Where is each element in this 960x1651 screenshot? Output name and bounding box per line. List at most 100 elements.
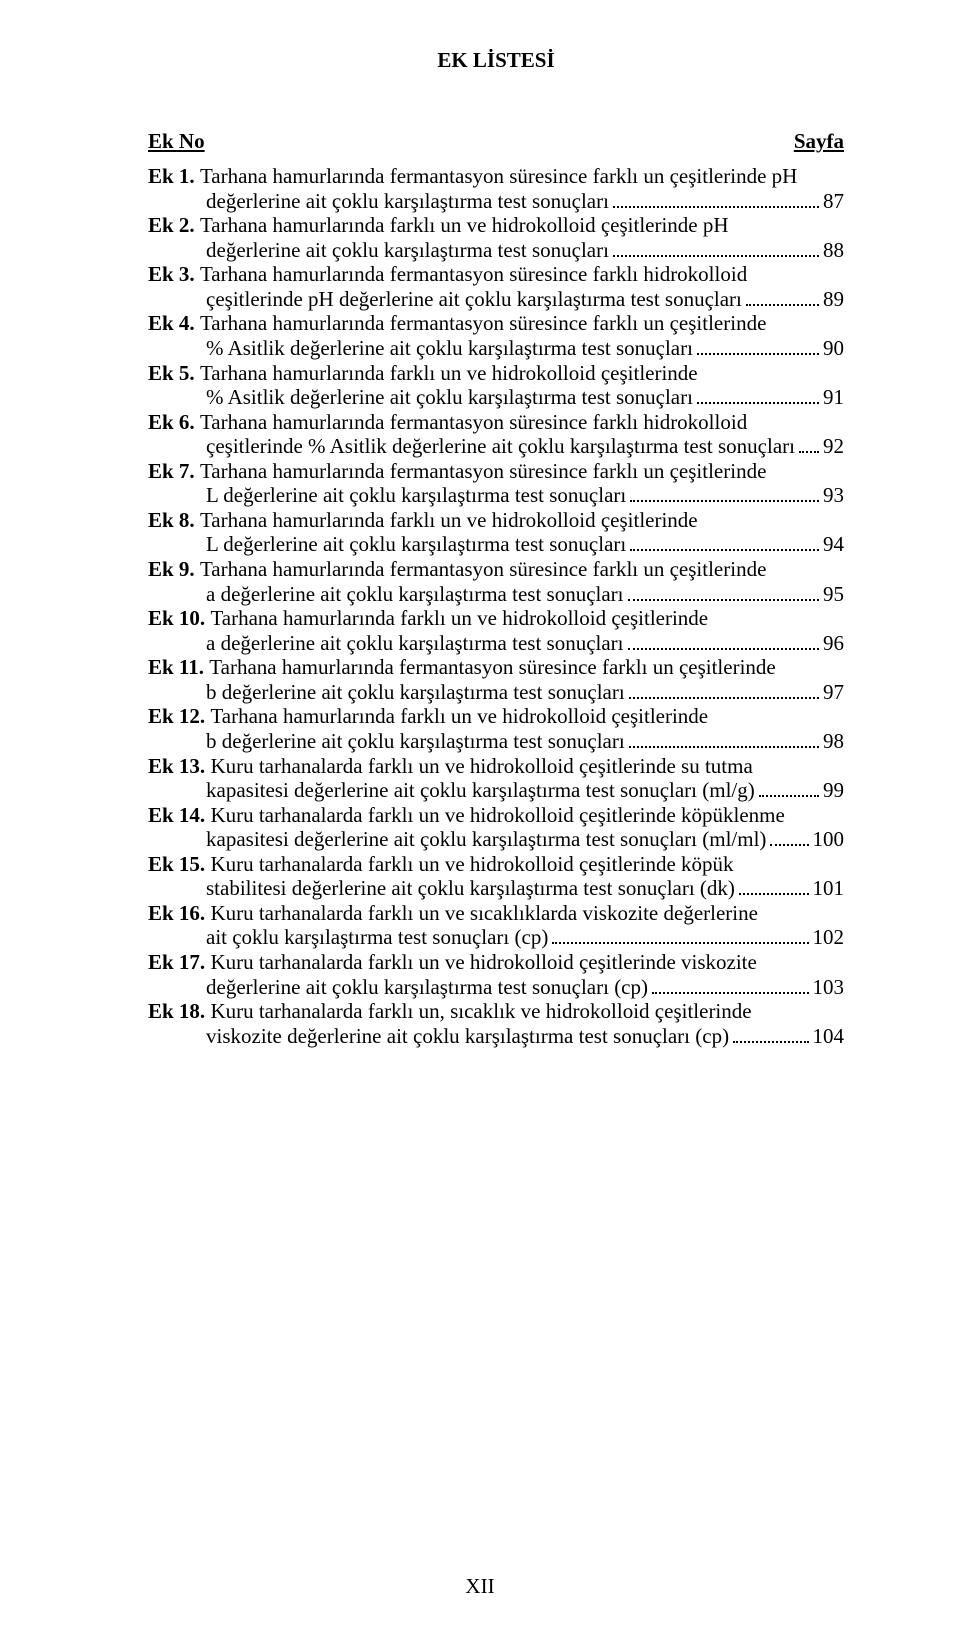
- toc-line: Ek 6. Tarhana hamurlarında fermantasyon …: [148, 410, 844, 435]
- toc-line-text: Ek 5. Tarhana hamurlarında farklı un ve …: [148, 361, 698, 386]
- toc-page-number: 102: [813, 925, 845, 950]
- toc-entry-label: Ek 15.: [148, 852, 210, 876]
- toc-leader-dots: [759, 795, 819, 797]
- toc-leader-dots: [552, 942, 808, 944]
- toc-line: a değerlerine ait çoklu karşılaştırma te…: [148, 582, 844, 607]
- toc-entry: Ek 13. Kuru tarhanalarda farklı un ve hi…: [148, 754, 844, 803]
- toc-line-text: Ek 1. Tarhana hamurlarında fermantasyon …: [148, 164, 797, 189]
- toc-entry-label: Ek 13.: [148, 754, 210, 778]
- toc-line-text: Ek 17. Kuru tarhanalarda farklı un ve hi…: [148, 950, 757, 975]
- toc-entry-label: Ek 17.: [148, 950, 210, 974]
- toc-line: çeşitlerinde pH değerlerine ait çoklu ka…: [148, 287, 844, 312]
- toc-page-number: 97: [823, 680, 844, 705]
- toc-line: Ek 16. Kuru tarhanalarda farklı un ve sı…: [148, 901, 844, 926]
- toc-page-number: 103: [813, 975, 845, 1000]
- page-title: EK LİSTESİ: [148, 48, 844, 73]
- toc-entry-label: Ek 4.: [148, 311, 200, 335]
- toc-page-number: 95: [823, 582, 844, 607]
- toc-line: Ek 3. Tarhana hamurlarında fermantasyon …: [148, 262, 844, 287]
- toc-line: Ek 18. Kuru tarhanalarda farklı un, sıca…: [148, 999, 844, 1024]
- toc-entry-label: Ek 11.: [148, 655, 209, 679]
- toc-line: Ek 8. Tarhana hamurlarında farklı un ve …: [148, 508, 844, 533]
- toc-line: % Asitlik değerlerine ait çoklu karşılaş…: [148, 336, 844, 361]
- toc-line: Ek 4. Tarhana hamurlarında fermantasyon …: [148, 311, 844, 336]
- toc-line: a değerlerine ait çoklu karşılaştırma te…: [148, 631, 844, 656]
- toc-line-text: Ek 11. Tarhana hamurlarında fermantasyon…: [148, 655, 776, 680]
- toc-entry: Ek 11. Tarhana hamurlarında fermantasyon…: [148, 655, 844, 704]
- toc-entry-label: Ek 2.: [148, 213, 200, 237]
- toc-line-text: % Asitlik değerlerine ait çoklu karşılaş…: [148, 385, 693, 410]
- toc-line: Ek 15. Kuru tarhanalarda farklı un ve hi…: [148, 852, 844, 877]
- toc-entry-label: Ek 7.: [148, 459, 200, 483]
- toc-line-text: Ek 16. Kuru tarhanalarda farklı un ve sı…: [148, 901, 758, 926]
- toc-leader-dots: [799, 451, 819, 453]
- toc-page-number: 94: [823, 532, 844, 557]
- toc-leader-dots: [629, 746, 819, 748]
- toc-page-number: 104: [813, 1024, 845, 1049]
- toc-entry-label: Ek 12.: [148, 704, 210, 728]
- toc-entry: Ek 2. Tarhana hamurlarında farklı un ve …: [148, 213, 844, 262]
- toc-page-number: 98: [823, 729, 844, 754]
- toc-line: Ek 14. Kuru tarhanalarda farklı un ve hi…: [148, 803, 844, 828]
- toc-line-text: kapasitesi değerlerine ait çoklu karşıla…: [148, 778, 755, 803]
- toc-entry: Ek 10. Tarhana hamurlarında farklı un ve…: [148, 606, 844, 655]
- toc-line: Ek 13. Kuru tarhanalarda farklı un ve hi…: [148, 754, 844, 779]
- toc-line: L değerlerine ait çoklu karşılaştırma te…: [148, 532, 844, 557]
- toc-line: Ek 17. Kuru tarhanalarda farklı un ve hi…: [148, 950, 844, 975]
- toc-line-text: çeşitlerinde % Asitlik değerlerine ait ç…: [148, 434, 795, 459]
- page: EK LİSTESİ Ek No Sayfa Ek 1. Tarhana ham…: [0, 0, 960, 1651]
- toc-entry-label: Ek 10.: [148, 606, 210, 630]
- toc-line: Ek 2. Tarhana hamurlarında farklı un ve …: [148, 213, 844, 238]
- page-number: XII: [0, 1574, 960, 1599]
- toc-line-text: Ek 13. Kuru tarhanalarda farklı un ve hi…: [148, 754, 753, 779]
- toc-line-text: viskozite değerlerine ait çoklu karşılaş…: [148, 1024, 729, 1049]
- toc-entry: Ek 1. Tarhana hamurlarında fermantasyon …: [148, 164, 844, 213]
- toc-page-number: 89: [823, 287, 844, 312]
- toc-entry-label: Ek 8.: [148, 508, 200, 532]
- toc-entry: Ek 9. Tarhana hamurlarında fermantasyon …: [148, 557, 844, 606]
- toc-line: Ek 10. Tarhana hamurlarında farklı un ve…: [148, 606, 844, 631]
- toc-leader-dots: [630, 500, 819, 502]
- toc-line-text: Ek 7. Tarhana hamurlarında fermantasyon …: [148, 459, 766, 484]
- toc-line-text: L değerlerine ait çoklu karşılaştırma te…: [148, 532, 626, 557]
- toc-line-text: Ek 15. Kuru tarhanalarda farklı un ve hi…: [148, 852, 734, 877]
- toc-page-number: 101: [813, 876, 845, 901]
- toc-line-text: Ek 12. Tarhana hamurlarında farklı un ve…: [148, 704, 708, 729]
- toc-entry: Ek 7. Tarhana hamurlarında fermantasyon …: [148, 459, 844, 508]
- toc-page-number: 92: [823, 434, 844, 459]
- toc-entry: Ek 12. Tarhana hamurlarında farklı un ve…: [148, 704, 844, 753]
- toc-line-text: çeşitlerinde pH değerlerine ait çoklu ka…: [148, 287, 742, 312]
- toc-line-text: değerlerine ait çoklu karşılaştırma test…: [148, 238, 609, 263]
- toc-leader-dots: [628, 648, 819, 650]
- toc-line-text: değerlerine ait çoklu karşılaştırma test…: [148, 975, 648, 1000]
- toc-line: kapasitesi değerlerine ait çoklu karşıla…: [148, 778, 844, 803]
- toc-leader-dots: [613, 255, 819, 257]
- toc-page-number: 93: [823, 483, 844, 508]
- toc-leader-dots: [697, 402, 819, 404]
- toc-line-text: Ek 4. Tarhana hamurlarında fermantasyon …: [148, 311, 766, 336]
- toc-entry-label: Ek 3.: [148, 262, 200, 286]
- toc-entry: Ek 3. Tarhana hamurlarında fermantasyon …: [148, 262, 844, 311]
- toc-entry-label: Ek 6.: [148, 410, 200, 434]
- toc-line: viskozite değerlerine ait çoklu karşılaş…: [148, 1024, 844, 1049]
- toc-entry: Ek 15. Kuru tarhanalarda farklı un ve hi…: [148, 852, 844, 901]
- toc-entry: Ek 6. Tarhana hamurlarında fermantasyon …: [148, 410, 844, 459]
- toc-entry: Ek 5. Tarhana hamurlarında farklı un ve …: [148, 361, 844, 410]
- toc-entry: Ek 14. Kuru tarhanalarda farklı un ve hi…: [148, 803, 844, 852]
- toc-leader-dots: [733, 1041, 808, 1043]
- toc-line-text: Ek 9. Tarhana hamurlarında fermantasyon …: [148, 557, 766, 582]
- toc-leader-dots: [628, 599, 819, 601]
- toc-line-text: ait çoklu karşılaştırma test sonuçları (…: [148, 925, 548, 950]
- toc-page-number: 87: [823, 189, 844, 214]
- header-sayfa: Sayfa: [794, 129, 844, 154]
- toc-line: Ek 1. Tarhana hamurlarında fermantasyon …: [148, 164, 844, 189]
- toc-leader-dots: [613, 206, 819, 208]
- toc-line: b değerlerine ait çoklu karşılaştırma te…: [148, 680, 844, 705]
- toc-line: Ek 11. Tarhana hamurlarında fermantasyon…: [148, 655, 844, 680]
- toc-page-number: 91: [823, 385, 844, 410]
- toc-line: % Asitlik değerlerine ait çoklu karşılaş…: [148, 385, 844, 410]
- toc-entry: Ek 18. Kuru tarhanalarda farklı un, sıca…: [148, 999, 844, 1048]
- toc-line: Ek 5. Tarhana hamurlarında farklı un ve …: [148, 361, 844, 386]
- toc-line: değerlerine ait çoklu karşılaştırma test…: [148, 238, 844, 263]
- toc-line-text: b değerlerine ait çoklu karşılaştırma te…: [148, 680, 625, 705]
